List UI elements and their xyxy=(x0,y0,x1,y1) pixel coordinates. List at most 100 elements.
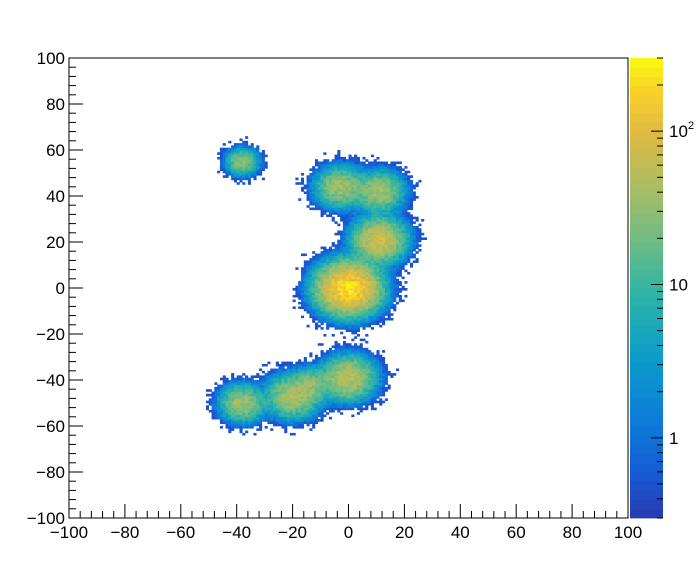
heatmap-bin xyxy=(365,175,369,178)
heatmap-bin xyxy=(370,274,374,277)
heatmap-bin xyxy=(340,357,344,360)
heatmap-bin xyxy=(368,313,372,316)
heatmap-bin xyxy=(320,202,324,206)
heatmap-bin xyxy=(323,177,327,181)
heatmap-bin xyxy=(228,147,232,151)
heatmap-bin xyxy=(404,251,408,254)
heatmap-bin xyxy=(328,313,333,316)
heatmap-bin xyxy=(314,159,319,162)
heatmap-bin xyxy=(331,205,335,208)
heatmap-bin xyxy=(407,244,411,247)
heatmap-bin xyxy=(295,177,299,181)
heatmap-bin xyxy=(317,278,321,282)
heatmap-bin xyxy=(398,168,402,171)
heatmap-bin xyxy=(396,189,400,192)
heatmap-bin xyxy=(409,189,414,192)
heatmap-bin xyxy=(326,407,330,411)
heatmap-bin xyxy=(418,230,422,234)
heatmap-bin xyxy=(373,214,377,217)
heatmap-bin xyxy=(393,230,397,234)
heatmap-bin xyxy=(312,393,316,397)
heatmap-bin xyxy=(340,380,344,383)
heatmap-bin xyxy=(340,189,344,192)
heatmap-bin xyxy=(340,308,344,312)
heatmap-bin xyxy=(356,281,360,284)
heatmap-bin xyxy=(421,219,425,222)
heatmap-bin xyxy=(326,317,330,321)
heatmap-bin xyxy=(312,400,316,404)
heatmap-bin xyxy=(331,202,335,206)
heatmap-bin xyxy=(317,384,321,388)
heatmap-bin xyxy=(390,166,394,169)
heatmap-bin xyxy=(384,274,388,277)
heatmap-bin xyxy=(382,244,386,247)
heatmap-bin xyxy=(362,373,366,376)
heatmap-bin xyxy=(354,361,358,365)
heatmap-bin xyxy=(245,382,249,385)
heatmap-bin xyxy=(348,168,352,171)
heatmap-bin xyxy=(222,398,226,401)
heatmap-bin xyxy=(359,232,363,236)
heatmap-bin xyxy=(287,382,291,385)
heatmap-bin xyxy=(393,278,397,282)
heatmap-bin xyxy=(351,315,355,319)
heatmap-bin xyxy=(225,170,229,174)
heatmap-bin xyxy=(365,251,369,254)
heatmap-bin xyxy=(396,212,400,215)
heatmap-bin xyxy=(320,179,324,183)
heatmap-bin xyxy=(334,317,338,321)
heatmap-bin xyxy=(345,359,349,362)
heatmap-bin xyxy=(275,368,279,372)
heatmap-bin xyxy=(320,299,324,303)
heatmap-bin xyxy=(275,389,279,392)
heatmap-bin xyxy=(326,260,330,263)
heatmap-bin xyxy=(354,324,358,328)
heatmap-bin xyxy=(314,393,319,397)
heatmap-bin xyxy=(317,412,321,415)
heatmap-bin xyxy=(362,354,366,358)
heatmap-bin xyxy=(334,221,338,224)
heatmap-bin xyxy=(354,276,358,280)
heatmap-bin xyxy=(300,267,305,270)
heatmap-bin xyxy=(348,311,352,314)
heatmap-bin xyxy=(390,271,394,275)
heatmap-bin xyxy=(295,292,299,296)
heatmap-bin xyxy=(317,375,321,378)
heatmap-bin xyxy=(242,405,246,408)
heatmap-bin xyxy=(356,391,360,395)
heatmap-bin xyxy=(390,260,394,263)
heatmap-bin xyxy=(382,373,386,376)
heatmap-bin xyxy=(393,265,397,268)
heatmap-bin xyxy=(259,414,263,418)
heatmap-bin xyxy=(342,285,346,289)
heatmap-bin xyxy=(300,281,305,284)
heatmap-bin xyxy=(359,177,363,181)
heatmap-bin xyxy=(356,320,360,323)
heatmap-bin xyxy=(273,409,277,413)
heatmap-bin xyxy=(331,175,335,178)
heatmap-bin xyxy=(404,198,408,201)
heatmap-bin xyxy=(284,389,288,392)
heatmap-bin xyxy=(217,416,221,420)
heatmap-bin xyxy=(398,246,402,250)
heatmap-bin xyxy=(309,405,313,408)
heatmap-bin xyxy=(356,324,360,328)
heatmap-bin xyxy=(225,416,229,420)
heatmap-bin xyxy=(396,219,400,222)
heatmap-bin xyxy=(387,288,391,291)
heatmap-bin xyxy=(306,389,310,392)
heatmap-bin xyxy=(328,294,333,298)
heatmap-bin xyxy=(317,308,321,312)
x-tick-label: 80 xyxy=(563,523,582,542)
heatmap-bin xyxy=(287,361,291,365)
heatmap-bin xyxy=(303,267,307,270)
heatmap-bin xyxy=(348,265,352,268)
heatmap-bin xyxy=(225,168,229,171)
heatmap-bin xyxy=(384,288,388,291)
heatmap-bin xyxy=(326,196,330,199)
heatmap-bin xyxy=(287,403,291,406)
heatmap-bin xyxy=(379,225,383,229)
heatmap-bin xyxy=(298,198,302,201)
heatmap-bin xyxy=(331,219,335,222)
heatmap-bin xyxy=(362,251,366,254)
